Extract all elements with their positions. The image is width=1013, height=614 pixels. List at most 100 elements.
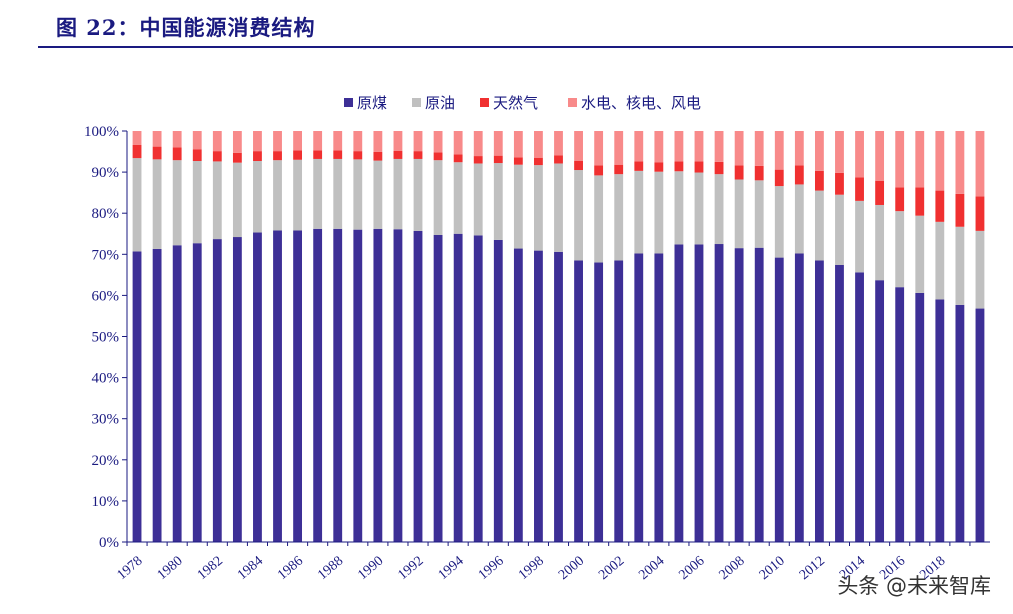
bar-segment-gas-2001	[594, 165, 604, 176]
x-tick-label: 2006	[676, 554, 707, 583]
bar-segment-clean-2020	[975, 131, 985, 197]
bar-segment-clean-2010	[774, 131, 784, 170]
bar-segment-coal-1990	[373, 228, 383, 542]
y-tick-label: 30%	[92, 412, 120, 428]
bar-segment-oil-2003	[634, 170, 644, 254]
bar-segment-clean-2002	[614, 131, 624, 165]
bar-segment-oil-2001	[594, 175, 604, 263]
bar-segment-gas-1997	[513, 157, 523, 165]
bar-segment-gas-1980	[172, 147, 182, 161]
bar-segment-oil-1985	[273, 160, 282, 231]
bar-segment-coal-1999	[554, 251, 563, 543]
bar-segment-oil-1986	[293, 159, 303, 231]
bar-segment-coal-2014	[855, 272, 864, 542]
bar-segment-clean-1990	[373, 131, 383, 152]
bar-segment-clean-1983	[232, 131, 242, 153]
x-tick-label: 1998	[516, 554, 547, 583]
bar-segment-oil-1997	[513, 164, 523, 249]
bar-segment-coal-1981	[192, 243, 202, 542]
bar-segment-clean-1978	[132, 131, 142, 145]
bar-segment-oil-2009	[754, 180, 764, 248]
bar-segment-gas-1998	[534, 157, 543, 166]
title-divider	[38, 46, 1013, 48]
bar-segment-coal-2012	[814, 260, 824, 542]
figure-title: 图 22：中国能源消费结构	[56, 15, 316, 40]
bar-segment-oil-1990	[373, 160, 383, 229]
bar-segment-coal-1978	[132, 251, 142, 542]
bar-segment-oil-1993	[433, 160, 443, 235]
bar-segment-clean-2001	[594, 131, 604, 166]
bar-segment-gas-1989	[353, 151, 363, 160]
legend-swatch	[480, 98, 489, 107]
bar-segment-coal-1997	[513, 248, 523, 542]
bar-segment-coal-1985	[273, 230, 282, 542]
bar-segment-oil-1994	[453, 162, 463, 234]
chart-legend: 原煤 原油 天然气 水电、核电、风电	[344, 94, 701, 112]
bar-segment-oil-1987	[313, 158, 323, 229]
bar-segment-oil-1989	[353, 159, 363, 230]
bar-segment-gas-1982	[212, 151, 222, 162]
bar-segment-gas-2020	[975, 196, 985, 231]
bar-segment-clean-1980	[172, 131, 182, 148]
bar-segment-clean-1979	[152, 131, 162, 147]
bar-segment-clean-1986	[293, 131, 303, 151]
bar-segment-gas-1978	[132, 144, 142, 159]
bar-segment-gas-2016	[895, 187, 905, 212]
bar-segment-oil-2015	[875, 204, 885, 281]
bar-segment-coal-1996	[493, 239, 503, 543]
bar-segment-oil-2013	[835, 194, 844, 265]
bar-segment-clean-2005	[674, 131, 684, 162]
bar-segment-coal-2011	[794, 253, 804, 542]
bar-segment-gas-1999	[554, 155, 563, 164]
bar-segment-gas-1991	[393, 150, 403, 159]
bar-segment-clean-2007	[714, 131, 724, 162]
bar-segment-oil-1984	[253, 161, 262, 233]
bar-segment-coal-2016	[895, 287, 905, 542]
bar-segment-gas-1995	[473, 156, 483, 164]
bar-segment-coal-2001	[594, 262, 604, 542]
bar-segment-clean-2016	[895, 131, 905, 188]
bar-segment-coal-2000	[574, 260, 583, 542]
bar-segment-coal-1994	[453, 233, 463, 542]
bar-segment-gas-2017	[915, 187, 925, 216]
bar-segment-clean-2009	[754, 131, 764, 166]
bar-segment-clean-2015	[875, 131, 885, 181]
bar-segment-clean-1985	[273, 131, 282, 152]
x-tick-label: 1992	[395, 554, 426, 583]
x-tick-label: 1984	[235, 554, 266, 583]
bar-segment-coal-1982	[212, 239, 222, 542]
bar-segment-gas-1988	[333, 150, 343, 159]
bar-segment-oil-1978	[132, 158, 142, 252]
bar-segment-coal-2017	[915, 292, 925, 542]
bar-stacks	[132, 131, 985, 543]
bar-segment-clean-1982	[212, 131, 222, 152]
bar-segment-coal-2009	[754, 247, 764, 542]
bar-segment-coal-1980	[172, 245, 182, 542]
bar-segment-gas-1986	[293, 150, 303, 160]
x-tick-label: 2012	[797, 554, 828, 583]
legend-swatch	[568, 98, 577, 107]
bar-segment-coal-2013	[835, 264, 844, 542]
bar-segment-oil-2004	[654, 171, 664, 254]
bar-segment-oil-2011	[794, 184, 804, 254]
bar-segment-coal-2020	[975, 308, 985, 542]
bar-segment-clean-1984	[253, 131, 262, 152]
bar-segment-oil-2014	[855, 200, 864, 273]
x-tick-label: 2004	[636, 554, 667, 583]
bar-segment-oil-1979	[152, 159, 162, 249]
bar-segment-gas-2007	[714, 161, 724, 175]
bar-segment-oil-1981	[192, 161, 202, 244]
y-tick-label: 10%	[92, 494, 120, 510]
bar-segment-oil-2016	[895, 211, 905, 288]
bar-segment-coal-2003	[634, 253, 644, 542]
bar-segment-clean-2008	[734, 131, 744, 166]
bar-segment-gas-1987	[313, 150, 323, 159]
bar-segment-oil-1996	[493, 163, 503, 240]
bar-segment-oil-1980	[172, 160, 182, 246]
bar-segment-oil-1998	[534, 165, 543, 251]
bar-segment-oil-2007	[714, 174, 724, 245]
bar-segment-gas-2014	[855, 177, 864, 201]
x-tick-label: 1982	[195, 554, 226, 583]
bar-segment-oil-1982	[212, 161, 222, 240]
